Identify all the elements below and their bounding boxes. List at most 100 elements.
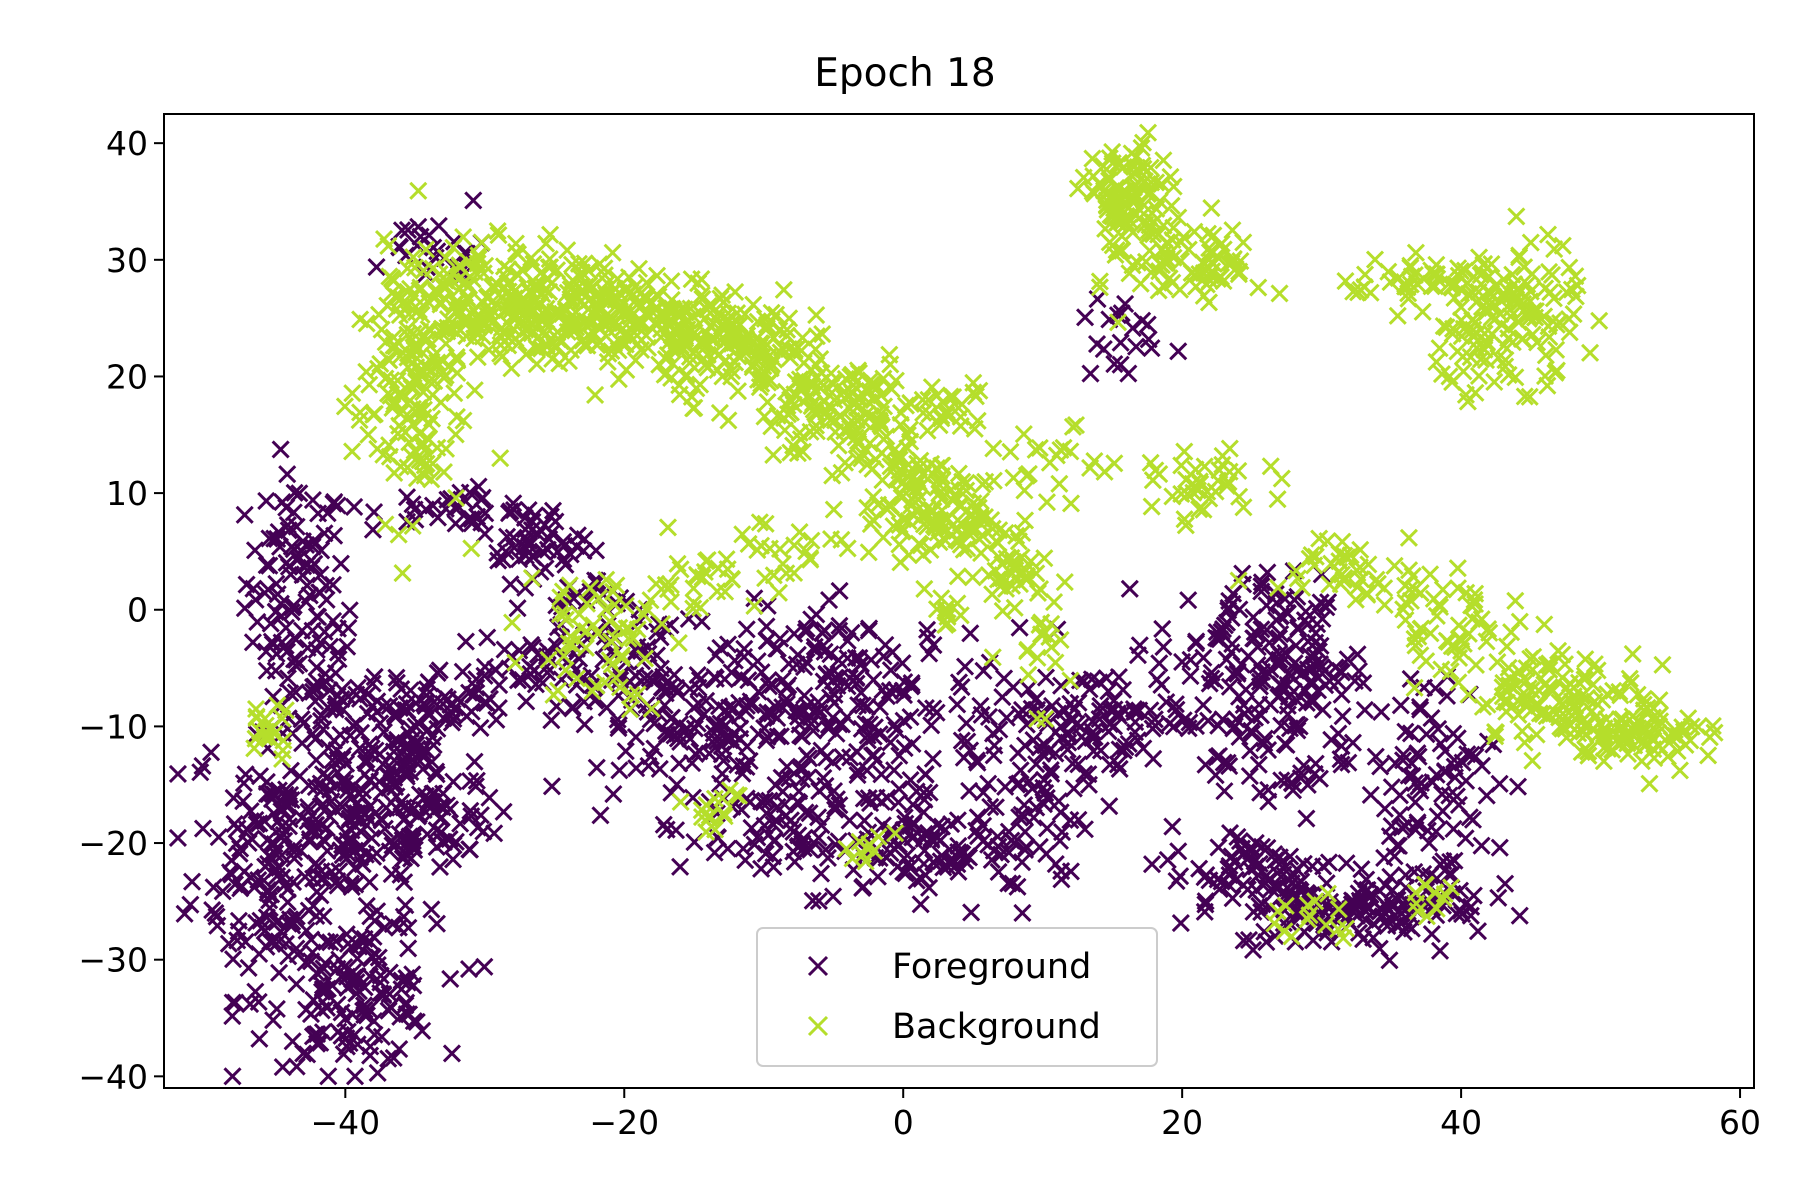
data-point (1444, 819, 1463, 839)
data-point (1372, 702, 1391, 721)
data-point (290, 484, 309, 503)
data-point (1413, 302, 1432, 321)
data-point (303, 490, 322, 510)
data-point (961, 624, 980, 643)
data-point (206, 903, 225, 923)
data-point (1411, 700, 1430, 719)
data-point (864, 746, 883, 765)
data-point (1046, 723, 1065, 742)
data-point (1261, 457, 1280, 476)
data-point (1640, 774, 1659, 793)
data-point (748, 541, 767, 560)
data-point (728, 382, 748, 401)
data-point (445, 384, 464, 403)
data-point (915, 579, 934, 598)
data-point (948, 695, 967, 714)
data-point (1133, 311, 1152, 330)
data-point (241, 802, 260, 821)
data-point (1560, 258, 1579, 277)
y-tick-label: −20 (78, 824, 148, 863)
data-point (1035, 549, 1054, 568)
data-point (311, 565, 330, 584)
data-point (983, 648, 1002, 667)
x-tick-label: 0 (893, 1103, 914, 1142)
data-point (368, 1063, 387, 1083)
data-point (359, 425, 378, 444)
data-point (1061, 494, 1081, 513)
data-point (671, 560, 690, 579)
data-point (1472, 756, 1492, 775)
y-axis: −40 −30 −20 −10 0 10 20 30 40 (78, 124, 164, 1096)
data-point (658, 518, 678, 537)
data-point (209, 828, 228, 847)
data-point (911, 895, 930, 914)
data-point (810, 781, 829, 801)
data-point (1445, 288, 1464, 307)
series-foreground (168, 191, 1529, 1086)
data-point (832, 530, 851, 549)
data-point (967, 751, 986, 770)
legend-label-foreground: Foreground (892, 947, 1091, 987)
data-point (671, 792, 690, 812)
data-point (340, 601, 359, 620)
data-point (502, 359, 521, 378)
data-point (1076, 308, 1095, 327)
data-point (1128, 646, 1148, 665)
data-point (769, 583, 789, 602)
data-point (811, 864, 831, 883)
data-point (955, 657, 975, 676)
data-point (962, 903, 981, 922)
data-point (1163, 817, 1182, 836)
data-point (670, 385, 689, 404)
data-point (1436, 742, 1455, 761)
data-point (1581, 343, 1600, 362)
points-layer (168, 123, 1724, 1086)
data-point (422, 900, 441, 919)
data-point (874, 528, 893, 547)
data-point (257, 556, 276, 575)
data-point (1469, 366, 1489, 385)
data-point (542, 711, 561, 730)
data-point (758, 392, 777, 412)
data-point (671, 857, 690, 876)
data-point (239, 958, 258, 978)
data-point (860, 619, 879, 638)
data-point (329, 650, 348, 669)
data-point (1375, 595, 1394, 615)
data-point (1095, 462, 1114, 481)
data-point (1083, 149, 1102, 168)
data-point (1590, 311, 1609, 330)
data-point (1215, 782, 1234, 801)
data-point (271, 440, 290, 459)
data-point (480, 788, 499, 807)
data-point (1433, 801, 1452, 821)
data-point (948, 811, 967, 830)
data-point (270, 963, 289, 982)
data-point (325, 526, 344, 545)
data-point (522, 568, 542, 588)
data-point (1014, 425, 1033, 444)
data-point (1171, 867, 1190, 886)
data-point (859, 543, 878, 562)
data-point (1513, 722, 1532, 741)
data-point (1320, 575, 1339, 594)
data-point (459, 960, 479, 979)
data-point (1001, 442, 1020, 461)
data-point (547, 697, 566, 716)
data-point (319, 1067, 338, 1086)
data-point (501, 575, 520, 594)
data-point (471, 718, 490, 738)
data-point (1011, 761, 1030, 780)
data-point (609, 718, 628, 738)
data-point (309, 504, 328, 523)
data-point (957, 714, 976, 733)
data-point (286, 656, 305, 675)
data-point (1564, 305, 1583, 324)
data-point (1535, 615, 1554, 634)
data-point (922, 378, 941, 397)
data-point (1015, 736, 1035, 755)
data-point (300, 683, 319, 703)
data-point (235, 505, 254, 524)
data-point (968, 808, 987, 827)
y-tick-label: 40 (106, 124, 148, 163)
